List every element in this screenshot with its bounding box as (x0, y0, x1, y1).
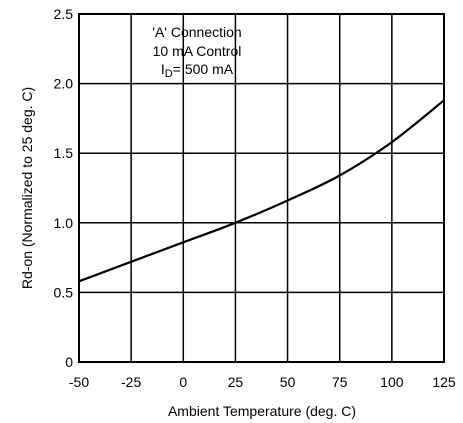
series-line (78, 99, 445, 283)
x-tick-label: 50 (280, 374, 296, 390)
annotation-subscript-d: D (165, 68, 173, 80)
annotation-line3: ID= 500 mA (161, 61, 234, 80)
y-axis-label: Rd-on (Normalized to 25 deg. C) (19, 87, 35, 289)
x-tick-labels: -50 -25 0 25 50 75 100 125 (69, 374, 456, 390)
y-tick-label: 2.5 (54, 6, 74, 22)
annotation-i: I (161, 61, 165, 77)
plot-frame (78, 13, 445, 363)
x-tick-label: -50 (69, 374, 89, 390)
y-tick-labels: 0 0.5 1.0 1.5 2.0 2.5 (54, 6, 74, 370)
grid (78, 13, 445, 363)
y-tick-label: 0.5 (54, 284, 74, 300)
x-tick-label: 25 (228, 374, 244, 390)
x-tick-label: 100 (380, 374, 404, 390)
x-axis-label: Ambient Temperature (deg. C) (168, 403, 356, 419)
x-tick-label: 75 (332, 374, 348, 390)
x-tick-label: 125 (432, 374, 456, 390)
annotation-line1: 'A' Connection (152, 24, 241, 40)
y-tick-label: 1.5 (54, 145, 74, 161)
annotation-line2: 10 mA Control (153, 43, 242, 59)
x-tick-label: 0 (179, 374, 187, 390)
annotation: 'A' Connection 10 mA Control ID= 500 mA (152, 24, 241, 80)
x-tick-label: -25 (121, 374, 141, 390)
y-tick-label: 1.0 (54, 215, 74, 231)
annotation-current: = 500 mA (173, 61, 234, 77)
y-tick-label: 0 (65, 354, 73, 370)
y-tick-label: 2.0 (54, 76, 74, 92)
